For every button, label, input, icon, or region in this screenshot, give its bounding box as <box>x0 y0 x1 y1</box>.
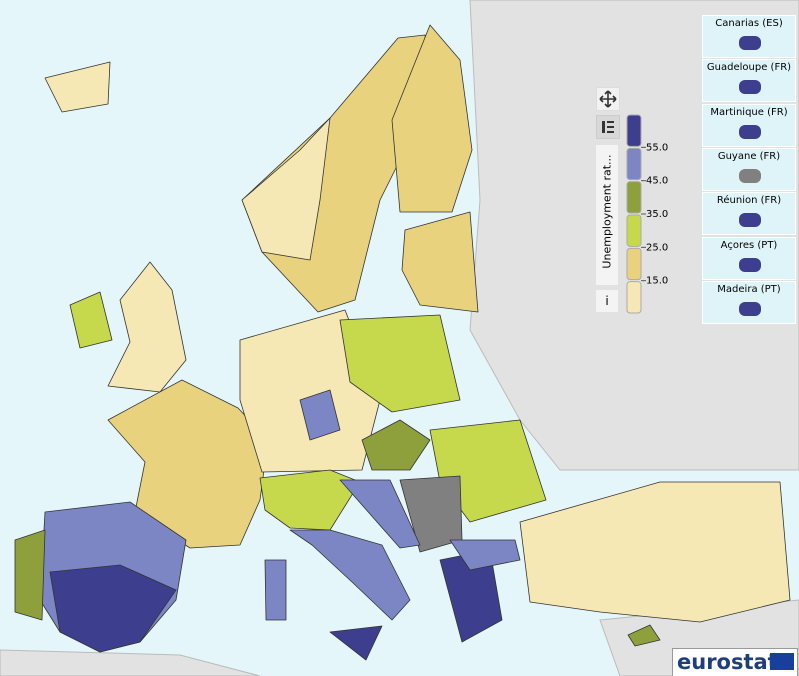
inset-shape <box>739 80 761 95</box>
sardinia <box>264 559 287 621</box>
inset[interactable]: Réunion (FR) <box>702 192 796 236</box>
inset-shape <box>739 301 761 316</box>
legend-label: 35.0 <box>646 209 668 220</box>
legend-toggle[interactable] <box>596 115 620 139</box>
inset-label: Guadeloupe (FR) <box>706 62 792 74</box>
inset-label: Madeira (PT) <box>717 283 781 295</box>
inset-label: Canarias (ES) <box>715 18 783 29</box>
portugal <box>14 529 46 621</box>
norway <box>241 117 331 261</box>
germany-east <box>299 389 341 441</box>
legend-panel: Unemployment rat... <box>596 145 618 285</box>
inset[interactable]: Guyane (FR) <box>702 147 796 191</box>
italy <box>289 529 411 621</box>
eu-flag <box>770 653 794 670</box>
inset-shape <box>739 168 761 183</box>
baltics <box>401 211 479 313</box>
sicily <box>329 625 383 661</box>
inset[interactable]: Madeira (PT) <box>702 280 796 324</box>
croatia <box>339 479 421 549</box>
regions <box>14 24 791 661</box>
inset-shape <box>739 213 761 228</box>
finland <box>391 24 473 213</box>
north-italy <box>259 469 361 531</box>
legend: 55.0 45.0 35.0 25.0 15.0 <box>626 114 668 314</box>
turkey <box>519 481 791 623</box>
legend-swatch <box>626 181 642 214</box>
pan-icon <box>599 90 617 108</box>
inset-label: Martinique (FR) <box>710 106 788 118</box>
legend-label: 45.0 <box>646 176 668 187</box>
uk <box>107 261 187 393</box>
ireland <box>69 291 113 349</box>
info-button[interactable]: i <box>596 290 618 312</box>
inset[interactable]: Guadeloupe (FR) <box>702 59 796 103</box>
legend-swatch <box>626 114 642 147</box>
legend-swatch <box>626 147 642 181</box>
legend-swatch <box>626 281 642 314</box>
france <box>107 379 269 549</box>
inset-shape <box>739 124 761 139</box>
inset[interactable]: Açores (PT) <box>702 236 796 280</box>
spain-south <box>49 564 177 653</box>
legend-swatch <box>626 214 642 247</box>
iceland <box>44 61 111 113</box>
pan-button[interactable] <box>596 87 620 111</box>
inset-shape <box>739 257 761 272</box>
poland <box>339 314 461 413</box>
legend-title: Unemployment rat... <box>600 154 614 269</box>
inset-shape <box>739 36 761 50</box>
legend-label: 25.0 <box>646 242 668 253</box>
inset[interactable]: Canarias (ES) <box>702 15 796 58</box>
logo-text: eurostat <box>677 650 778 674</box>
legend-icon <box>602 121 614 133</box>
logo: eurostat <box>672 648 798 676</box>
greece-north <box>449 539 521 571</box>
cyprus <box>627 624 661 647</box>
inset-label: Açores (PT) <box>720 239 778 251</box>
inset-label: Guyane (FR) <box>717 150 781 162</box>
inset[interactable]: Martinique (FR) <box>702 103 796 147</box>
legend-swatch <box>626 247 642 281</box>
hungary <box>361 419 431 471</box>
legend-label: 15.0 <box>646 276 668 287</box>
inset-label: Réunion (FR) <box>716 195 782 207</box>
legend-label: 55.0 <box>646 142 668 153</box>
